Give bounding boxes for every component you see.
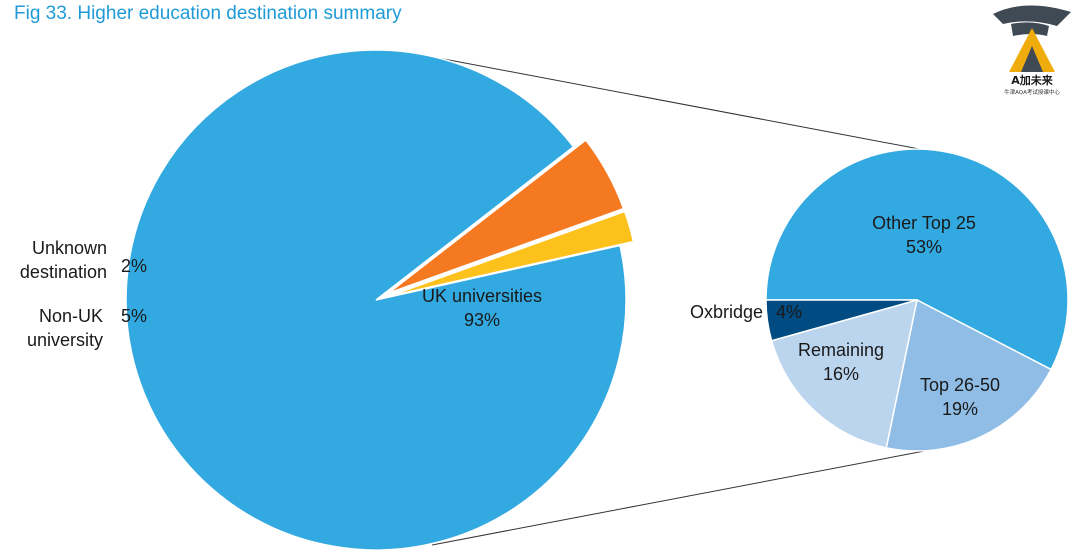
slice-other-top-25 bbox=[765, 148, 1069, 371]
slice-unknown-destination bbox=[389, 210, 635, 297]
slice-value-non-uk-university: 5% bbox=[121, 306, 147, 326]
slice-label-uk-universities: UK universities 93% bbox=[422, 286, 542, 330]
slice-label-top-26-50: Top 26-50 19% bbox=[920, 375, 1000, 419]
slice-label-unknown-destination: Unknown destination bbox=[20, 238, 107, 282]
slice-label-remaining: Remaining 16% bbox=[798, 340, 884, 384]
slice-top-26-50 bbox=[885, 298, 1053, 452]
slice-remaining bbox=[770, 298, 918, 449]
main-pie bbox=[125, 49, 635, 551]
connector-line-top bbox=[427, 55, 936, 153]
slice-value-unknown-destination: 2% bbox=[121, 256, 147, 276]
breakdown-pie bbox=[765, 148, 1069, 452]
slice-labels: UK universities 93% Non-UK university 5% Unkn… bbox=[20, 213, 1000, 419]
connector-lines bbox=[427, 55, 936, 546]
slice-oxbridge bbox=[765, 299, 918, 342]
slice-label-oxbridge: Oxbridge bbox=[690, 302, 763, 322]
slice-label-non-uk-university: Non-UK university bbox=[27, 306, 103, 350]
connector-line-bottom bbox=[431, 448, 936, 546]
slice-label-other-top-25: Other Top 25 53% bbox=[872, 213, 976, 257]
slice-value-oxbridge: 4% bbox=[776, 302, 802, 322]
chart-title: Fig 33. Higher education destination sum… bbox=[14, 3, 402, 24]
svg-text:A加未来: A加未来 bbox=[1011, 73, 1054, 87]
a-jia-weilai-logo: A加未来 牛津AQA考试授课中心 bbox=[993, 5, 1071, 96]
slice-uk-universities bbox=[125, 49, 627, 551]
svg-text:牛津AQA考试授课中心: 牛津AQA考试授课中心 bbox=[1004, 88, 1060, 96]
slice-non-uk-university bbox=[387, 138, 625, 294]
